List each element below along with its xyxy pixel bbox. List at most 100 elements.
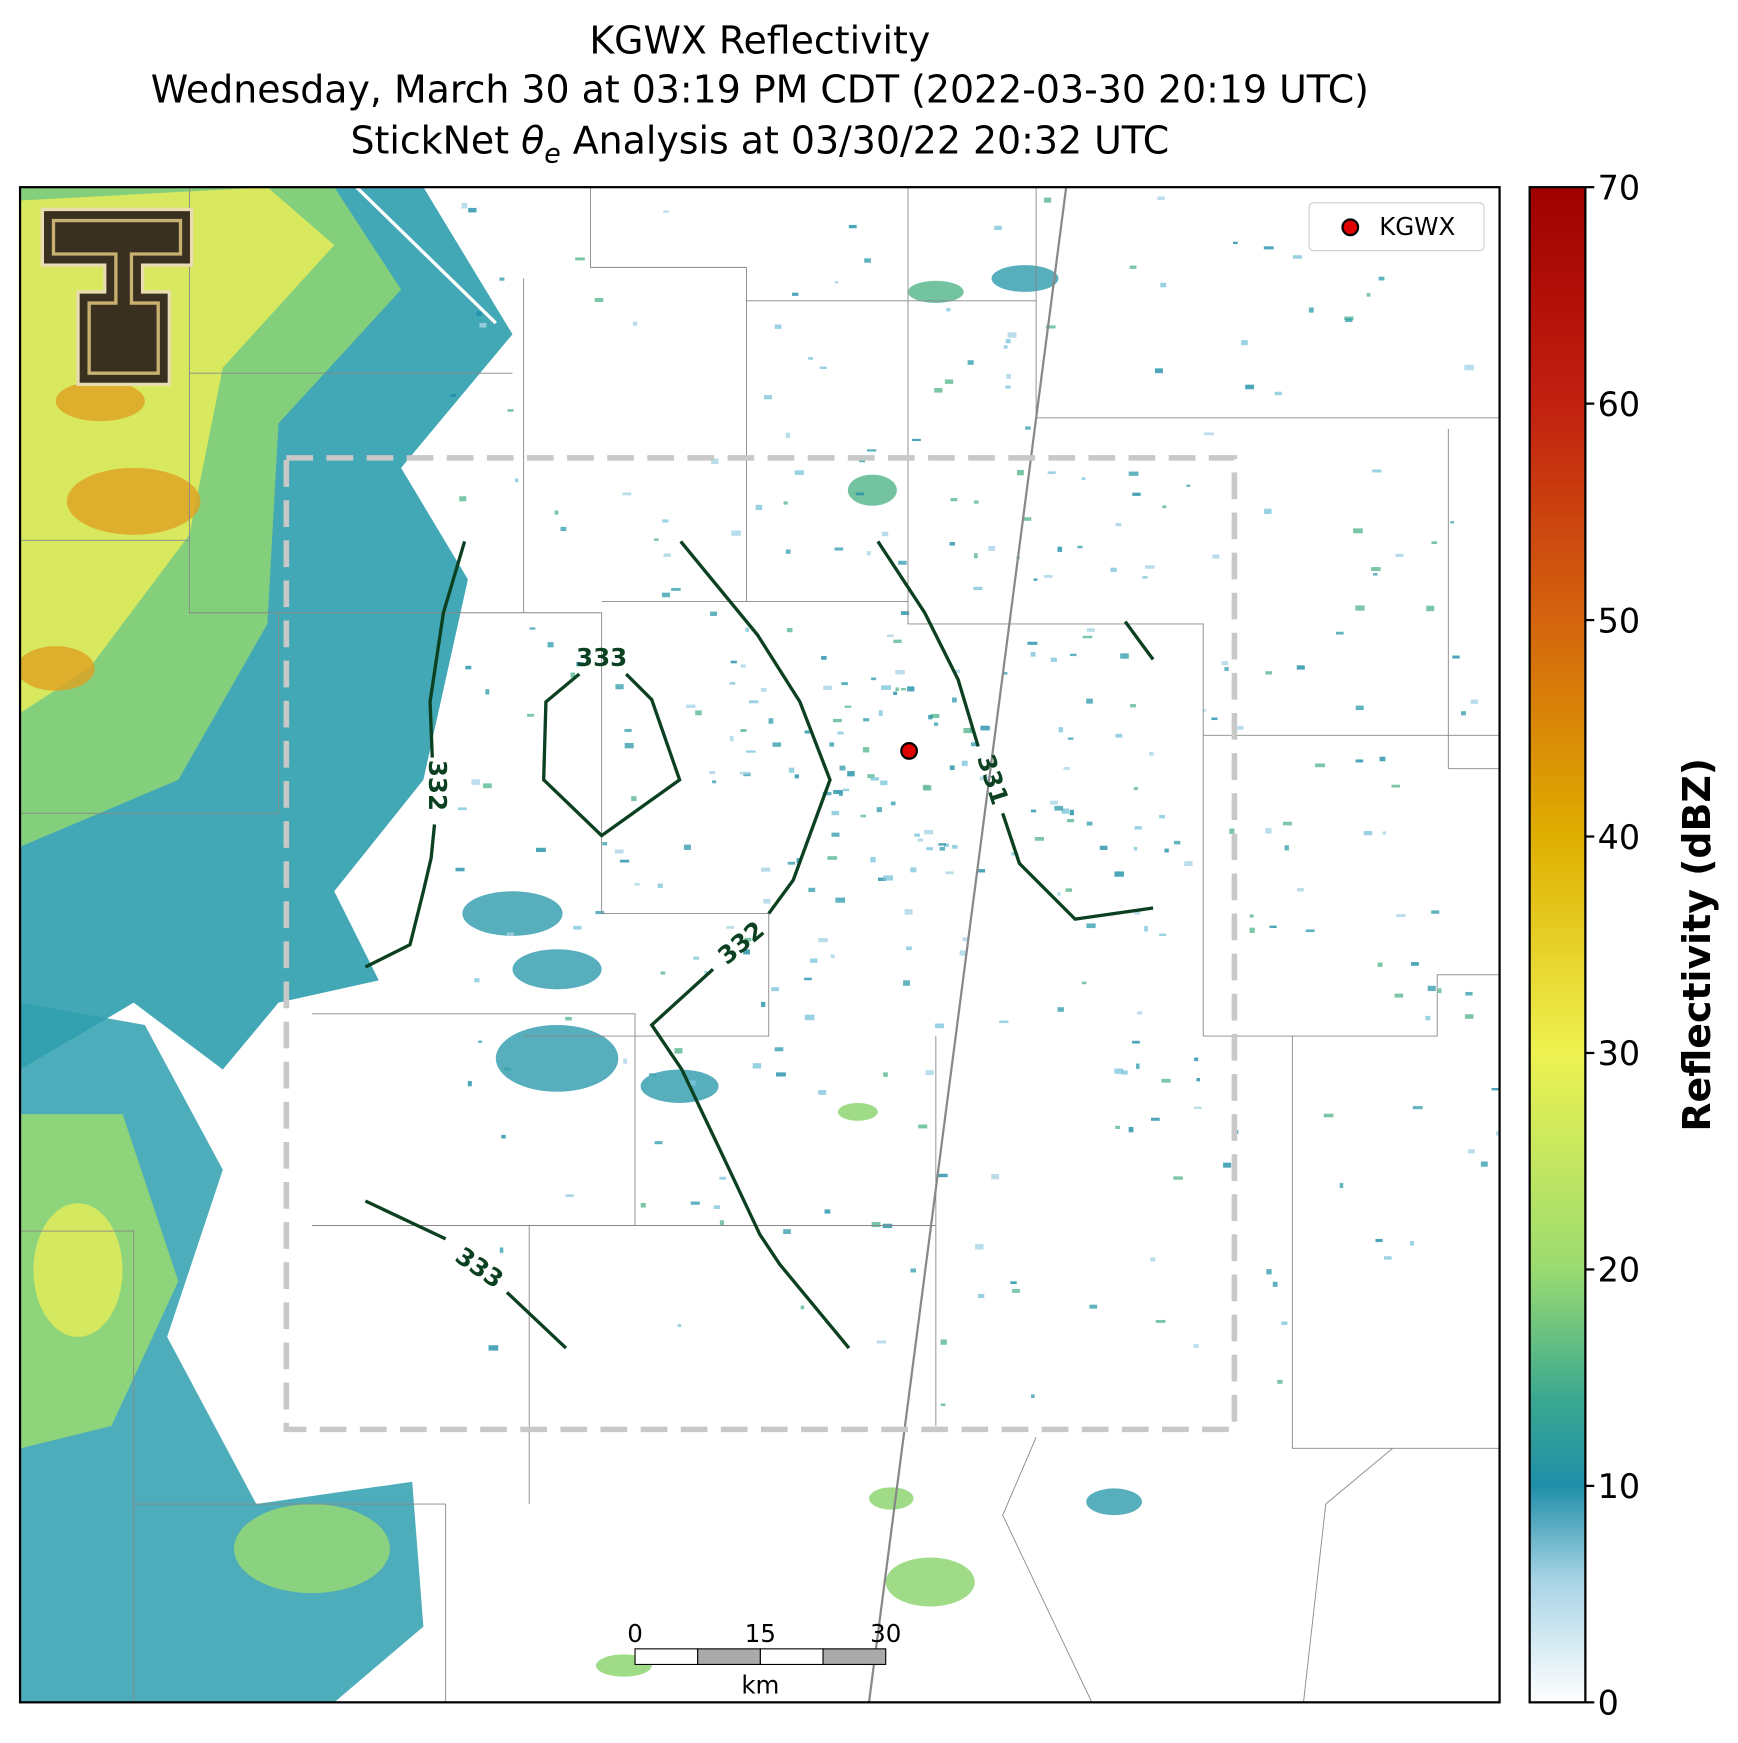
echo-speckle (774, 1047, 784, 1052)
echo-speckle (949, 765, 955, 770)
echo-speckle (1223, 1162, 1232, 1168)
title-line-2: Wednesday, March 30 at 03:19 PM CDT (202… (151, 67, 1369, 111)
echo-speckle (1069, 653, 1077, 657)
echo-speckle (674, 1048, 683, 1054)
echo-speckle (450, 393, 456, 397)
echo-speckle (554, 510, 559, 515)
echo-speckle (1033, 578, 1038, 581)
echo-speckle (1151, 1117, 1160, 1121)
echo-speckle (1425, 1015, 1431, 1021)
echo-speckle (818, 1090, 827, 1095)
echo-speckle (917, 838, 924, 842)
echo-speckle (866, 449, 877, 452)
echo-speckle (634, 883, 640, 886)
echo-speckle (893, 639, 902, 643)
echo-speckle (560, 526, 567, 532)
echo-speckle (1016, 469, 1024, 476)
echo-speckle (1121, 1070, 1128, 1075)
echo-speckle (939, 846, 946, 851)
echo-speckle (883, 1072, 888, 1077)
echo-speckle (1269, 925, 1277, 928)
echo-speckle (1203, 432, 1214, 436)
echo-speckle (711, 780, 717, 784)
echo-speckle (1224, 667, 1229, 671)
echo-speckle (893, 691, 898, 695)
echo-speckle (1184, 861, 1193, 867)
echo-speckle (726, 926, 735, 929)
echo-speckle (1129, 265, 1137, 269)
echo-speckle (822, 791, 832, 796)
title-line-1: KGWX Reflectivity (589, 18, 930, 62)
contour-label: 332 (423, 760, 452, 811)
echo-speckle (1054, 805, 1064, 811)
echo-speckle (1377, 962, 1383, 967)
echo-speckle (745, 750, 756, 753)
echo-speckle (1057, 892, 1061, 896)
echo-speckle (547, 642, 554, 648)
echo-speckle (1157, 196, 1165, 201)
echo-speckle (863, 718, 870, 722)
echo-speckle (772, 742, 782, 747)
echo-speckle (686, 704, 696, 708)
echo-speckle (1470, 699, 1479, 704)
echo-speckle (1323, 1113, 1334, 1118)
echo-speckle (1274, 391, 1282, 396)
echo-speckle (479, 322, 487, 328)
echo-cell (495, 1024, 619, 1092)
echo-speckle (1371, 567, 1381, 572)
echo-speckle (923, 785, 932, 791)
echo-speckle (978, 1293, 985, 1299)
echo-speckle (776, 1072, 786, 1077)
colorbar-tick-label: 50 (1598, 601, 1641, 640)
echo-speckle (881, 531, 889, 537)
echo-speckle (895, 670, 905, 675)
echo-core (233, 1504, 390, 1594)
echo-speckle (906, 946, 912, 951)
echo-speckle (478, 1040, 483, 1043)
echo-speckle (1211, 717, 1218, 721)
echo-speckle (881, 685, 891, 690)
echo-speckle (1149, 751, 1154, 756)
contour-line (364, 1199, 568, 1350)
echo-speckle (1114, 1068, 1124, 1074)
echo-speckle (1277, 1379, 1283, 1384)
echo-speckle (662, 519, 669, 523)
echo-cell (991, 265, 1059, 292)
echo-speckle (946, 308, 951, 312)
echo-speckle (938, 843, 946, 846)
echo-speckle (1081, 981, 1087, 985)
echo-speckle (483, 783, 492, 789)
echo-speckle (835, 897, 846, 903)
echo-speckle (901, 611, 910, 616)
legend-label: KGWX (1379, 212, 1455, 241)
echo-speckle (529, 627, 536, 630)
echo-speckle (576, 661, 584, 667)
echo-speckle (719, 1220, 724, 1226)
echo-speckle (1345, 318, 1353, 323)
echo-speckle (969, 727, 974, 733)
echo-speckle (1120, 653, 1129, 659)
echo-speckle (640, 1202, 646, 1208)
echo-speckle (631, 796, 637, 802)
echo-speckle (907, 686, 915, 692)
echo-speckle (471, 779, 480, 785)
echo-speckle (848, 224, 857, 229)
echo-speckle (1194, 1057, 1199, 1062)
echo-speckle (1249, 927, 1255, 933)
echo-speckle (880, 780, 888, 786)
echo-speckle (1461, 711, 1466, 716)
echo-speckle (1202, 709, 1207, 712)
contour-line (541, 672, 682, 838)
echo-speckle (660, 971, 666, 975)
echo-speckle (1067, 818, 1075, 823)
echo-speckle (570, 672, 576, 678)
echo-speckle (657, 883, 663, 889)
echo-speckle (485, 689, 490, 695)
echo-speckle (818, 938, 828, 943)
echo-speckle (752, 1063, 762, 1069)
echo-speckle (1296, 665, 1305, 670)
echo-speckle (1395, 553, 1404, 557)
echo-speckle (796, 858, 801, 864)
echo-speckle (1128, 1126, 1134, 1133)
